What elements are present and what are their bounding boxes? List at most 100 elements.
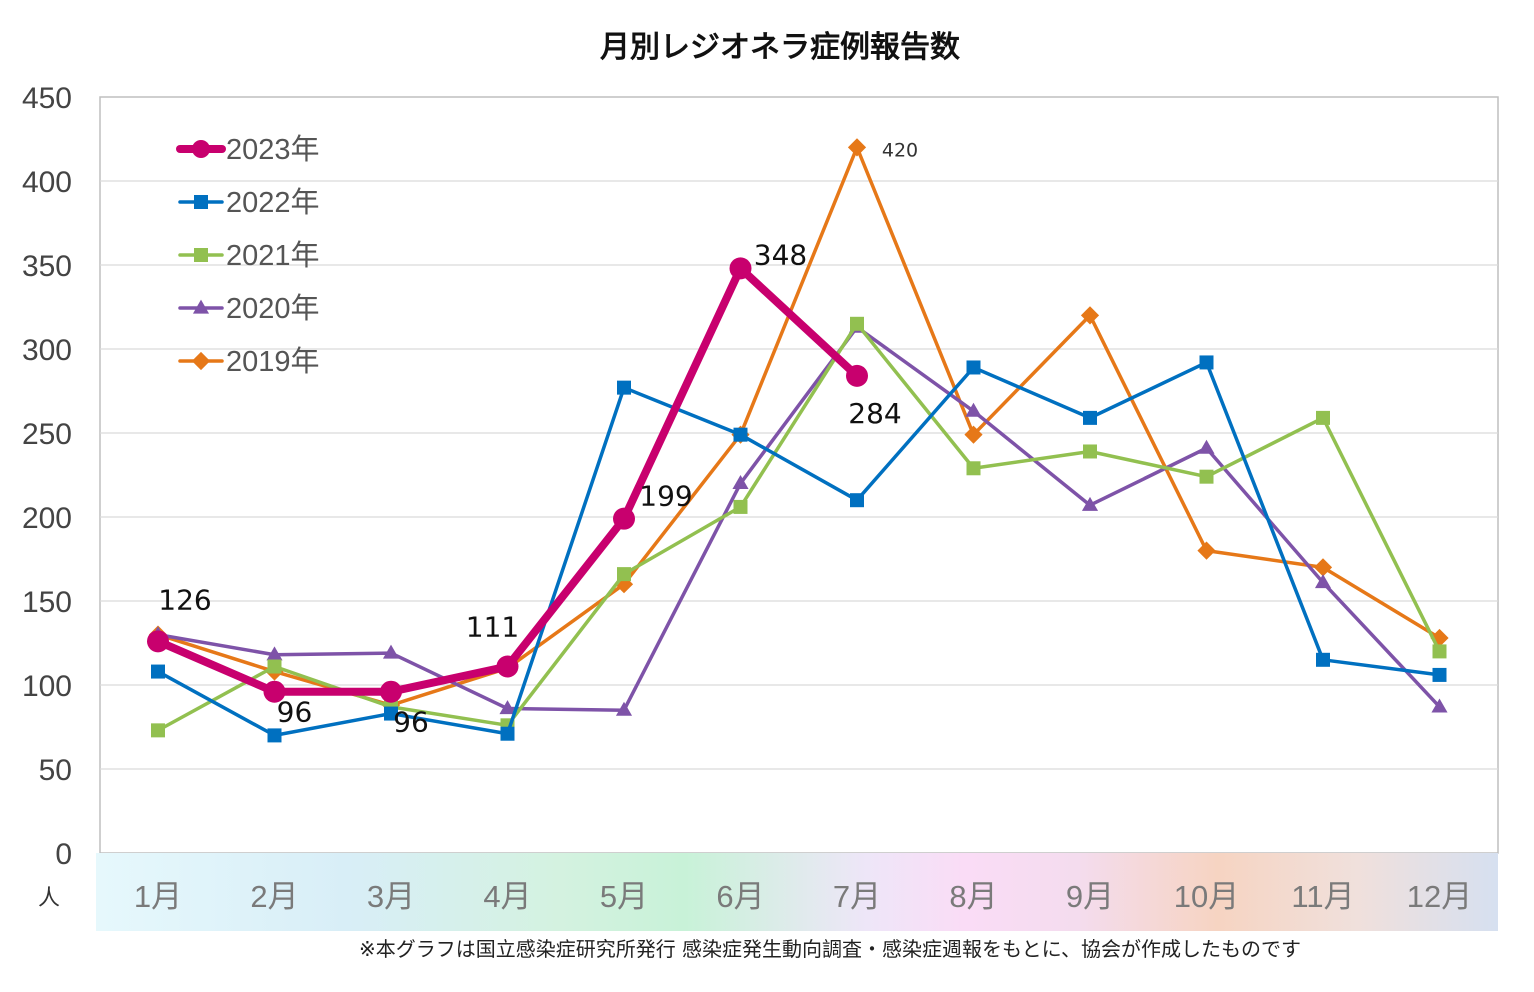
legend: 2023年 2022年 2021年 2020年 2019年 [176,133,320,378]
y-tick-label: 300 [22,334,72,367]
data-point [263,680,286,703]
legend-marker [194,248,208,262]
data-point [617,567,631,582]
x-tick-label: 9月 [1066,879,1114,914]
legend-marker [191,351,211,371]
data-point [1198,439,1215,454]
data-point [1430,628,1449,648]
footnote: ※本グラフは国立感染症研究所発行 感染症発生動向調査・感染症週報をもとに、協会が… [359,937,1301,961]
data-point [1316,652,1330,667]
legend-item: 2020年 [178,292,320,325]
data-point [1432,667,1447,682]
series-2023年 [147,257,868,703]
data-labels: 126 96 96 111 199 348 284 420 [158,139,918,738]
legend-item: 2023年 [176,133,320,166]
data-point [615,701,633,716]
y-tick-label: 50 [39,754,72,787]
data-point [151,723,165,738]
data-point [846,364,868,387]
data-point [613,507,635,530]
x-tick-label: 8月 [949,879,997,914]
data-label: 284 [848,397,901,430]
data-point [266,646,283,661]
data-point [496,655,519,678]
data-point [1080,306,1100,325]
y-tick-label: 150 [22,586,72,619]
legend-label: 2021年 [226,239,320,272]
y-tick-label: 350 [22,250,72,283]
data-point [850,493,864,508]
data-point [1197,541,1216,560]
data-point [1199,355,1214,370]
y-tick-label: 400 [22,166,72,199]
series-line [156,360,1442,738]
x-tick-label: 1月 [134,879,182,914]
x-tick-label: 12月 [1407,879,1472,914]
legend-marker [192,140,210,158]
x-tick-label: 5月 [600,879,648,914]
data-point [384,706,398,721]
legend-item: 2021年 [178,239,320,272]
data-point [380,680,402,703]
data-point [151,664,165,679]
data-point [267,728,282,743]
data-point [964,425,983,444]
x-axis-band [96,853,1498,931]
legend-label: 2023年 [226,133,320,166]
legend-marker [192,299,210,314]
data-point [1081,496,1099,511]
data-point [1313,558,1333,577]
series-layer [147,138,1449,743]
legend-label: 2020年 [226,292,320,325]
data-point [1432,644,1447,659]
x-tick-label: 4月 [483,879,531,914]
legend-marker [194,195,208,209]
data-point [965,402,982,417]
data-point [617,380,631,395]
data-label: 96 [393,706,429,739]
x-tick-label: 2月 [250,879,298,914]
data-point [382,644,400,659]
y-tick-label: 100 [22,670,72,703]
series-line [156,325,1442,712]
x-tick-label: 3月 [367,879,415,914]
data-label: 96 [277,696,313,729]
legend-item: 2019年 [178,345,320,378]
chart-title: 月別レジオネラ症例報告数 [600,30,961,65]
x-tick-label: 11月 [1291,879,1354,914]
data-label: 348 [754,238,807,271]
legend-label: 2022年 [226,186,320,219]
data-point [1083,444,1097,459]
data-point [1083,410,1097,425]
data-point [267,659,282,674]
data-point [1199,469,1214,484]
series-2021年 [151,316,1447,738]
x-tick-label: 7月 [833,879,881,914]
legend-item: 2022年 [178,186,320,219]
data-label: 199 [639,480,692,513]
data-point [1316,410,1330,425]
data-point [1314,574,1332,589]
plot-area [99,96,1499,854]
legend-label: 2019年 [226,345,320,378]
data-point [733,499,748,514]
y-tick-label: 200 [22,502,72,535]
data-point [614,575,634,594]
data-point [499,700,516,715]
data-label: 126 [158,583,211,616]
y-tick-label: 250 [22,418,72,451]
unit-label: 人 [38,886,60,911]
y-tick-label: 450 [22,82,72,115]
data-point [733,427,748,442]
data-point [850,316,864,331]
x-axis: 1月 2月 3月 4月 5月 6月 7月 8月 9月 10月 11月 12月 [134,879,1472,914]
data-point [147,630,169,653]
x-tick-label: 6月 [716,879,764,914]
series-2022年 [151,355,1447,743]
data-point [729,257,752,280]
data-point [1431,698,1448,713]
data-label: 111 [466,611,519,644]
data-point [966,461,981,476]
data-point [732,475,749,489]
